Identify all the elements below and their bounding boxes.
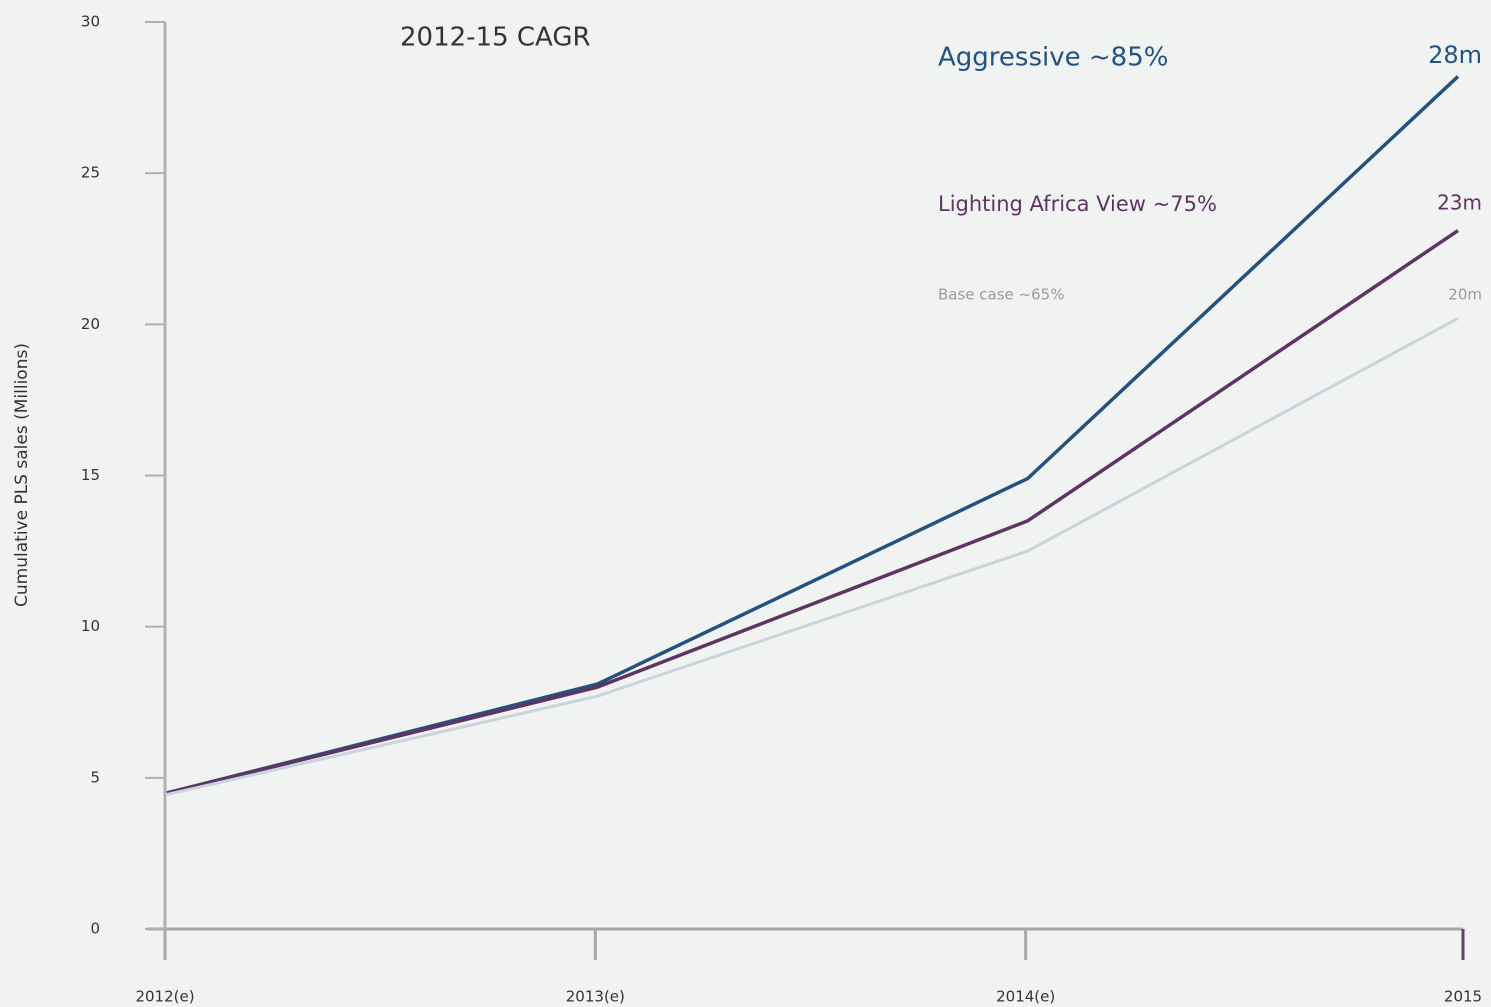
legend-label: Lighting Africa View ~75% [938,192,1217,216]
legend-label: Aggressive ~85% [938,43,1168,73]
y-tick-label: 20 [81,315,100,333]
series-line [166,229,1459,795]
x-tick-label: 2013(e) [566,988,625,1006]
x-tick-label: 2014(e) [996,988,1055,1006]
data-label: 23m [1437,191,1482,215]
y-axis-label: Cumulative PLS sales (Millions) [12,343,32,607]
y-tick-label: 25 [81,164,100,182]
y-tick-label: 0 [90,920,100,938]
x-tick-label: 2015 [1444,988,1482,1006]
legend-label: Base case ~65% [938,286,1064,304]
y-tick-label: 15 [81,466,100,484]
data-label: 20m [1448,286,1482,304]
y-tick-label: 30 [81,13,100,31]
x-tick-label: 2012(e) [135,988,194,1006]
chart-title: 2012-15 CAGR [400,23,591,53]
data-label: 28m [1428,41,1482,69]
series-line [166,316,1459,796]
y-tick-label: 5 [90,768,100,786]
y-tick-label: 10 [81,617,100,635]
